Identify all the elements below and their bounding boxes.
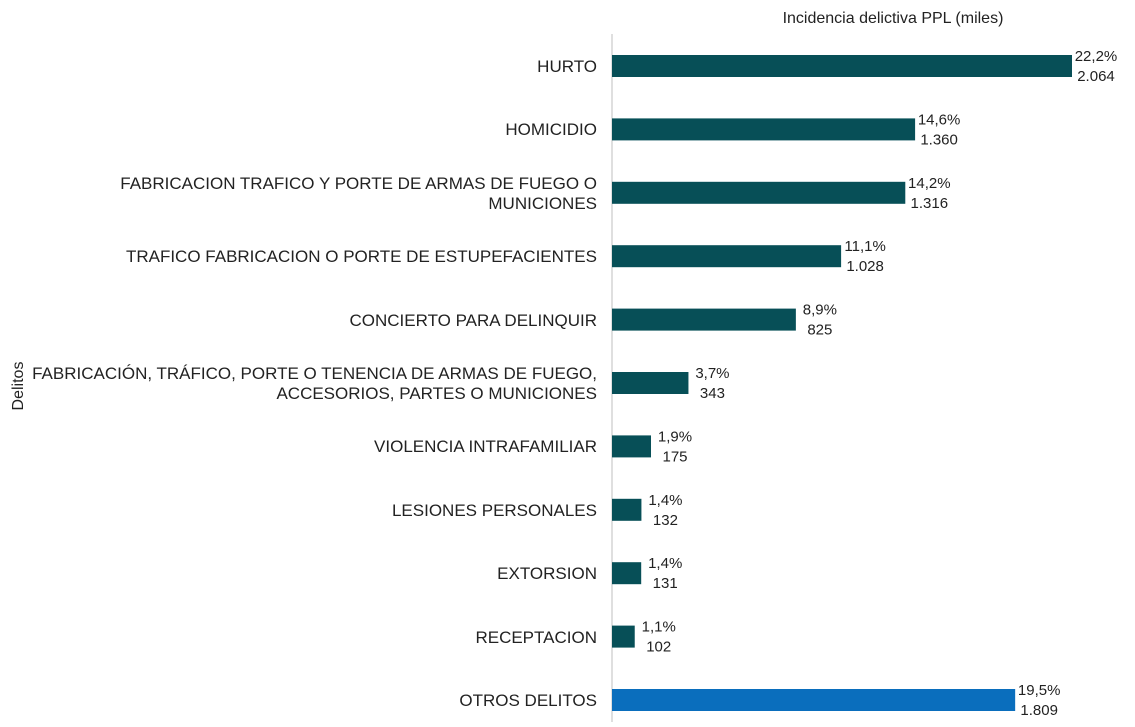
chart-title: Incidencia delictiva PPL (miles) (783, 10, 1004, 27)
value-label: 1.316 (911, 195, 949, 212)
value-label: 131 (653, 575, 678, 592)
percentage-label: 14,2% (908, 175, 951, 192)
percentage-label: 19,5% (1018, 682, 1061, 699)
bar (612, 372, 689, 394)
value-label: 1.360 (920, 131, 958, 148)
bar (612, 562, 642, 585)
bar (612, 118, 916, 141)
percentage-label: 8,9% (803, 302, 837, 319)
value-label: 1.028 (846, 258, 884, 275)
category-label: FABRICACIÓN, TRÁFICO, PORTE O TENENCIA D… (32, 364, 597, 403)
category-label: HURTO (537, 57, 597, 76)
value-label: 1.809 (1020, 702, 1058, 719)
value-label: 343 (700, 385, 725, 402)
bar (612, 181, 906, 204)
y-axis-label: Delitos (10, 362, 27, 411)
category-label: OTROS DELITOS (459, 691, 597, 710)
bar (612, 435, 652, 458)
category-label: EXTORSION (497, 564, 597, 584)
percentage-label: 1,4% (648, 555, 682, 572)
value-label: 2.064 (1077, 68, 1115, 85)
category-label: HOMICIDIO (505, 120, 597, 140)
bar (612, 498, 642, 521)
percentage-label: 1,1% (642, 619, 676, 636)
category-label: FABRICACION TRAFICO Y PORTE DE ARMAS DE … (120, 173, 597, 213)
percentage-label: 3,7% (695, 365, 729, 382)
category-label: CONCIERTO PARA DELINQUIR (349, 310, 598, 330)
category-label: VIOLENCIA INTRAFAMILIAR (374, 437, 597, 457)
percentage-label: 11,1% (844, 238, 885, 255)
value-label: 825 (807, 322, 832, 339)
bar (612, 308, 796, 331)
category-label: LESIONES PERSONALES (391, 500, 597, 520)
percentage-label: 1,9% (658, 428, 692, 445)
percentage-label: 1,4% (648, 492, 682, 509)
bar (612, 625, 635, 648)
category-label: RECEPTACION (475, 627, 597, 647)
percentage-label: 14,6% (918, 111, 961, 128)
category-label: TRAFICO FABRICACION O PORTE DE ESTUPEFAC… (125, 247, 597, 267)
bar (612, 245, 842, 268)
value-label: 102 (646, 639, 671, 656)
percentage-label: 22,2% (1075, 48, 1118, 65)
bar (612, 55, 1072, 77)
bar (612, 689, 1016, 711)
value-label: 132 (653, 512, 678, 529)
value-label: 175 (662, 448, 687, 465)
